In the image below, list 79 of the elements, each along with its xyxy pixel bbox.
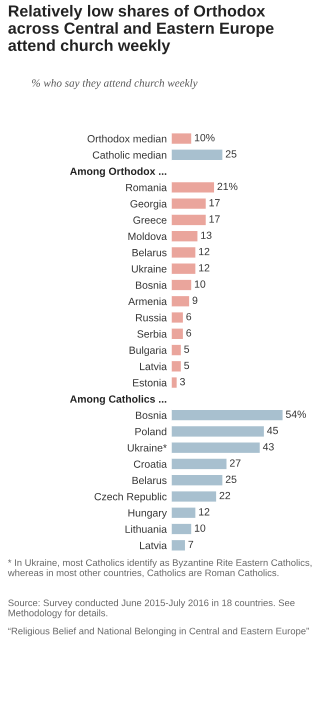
y-tick-label: Russia — [136, 314, 167, 322]
bar — [171, 424, 266, 438]
bar — [171, 457, 228, 470]
data-label: 3 — [180, 378, 185, 386]
y-tick-label: Orthodox median — [88, 134, 166, 142]
data-label: 6 — [186, 329, 192, 337]
data-label: 45 — [267, 426, 278, 434]
data-label: 5 — [184, 362, 190, 370]
text: “Religious Belief and National Belonging in Central and Eastern Europe” — [8, 627, 309, 636]
bar — [171, 474, 224, 487]
y-tick-label: Poland — [135, 428, 166, 436]
y-tick-label: Among Catholics ... — [70, 395, 166, 405]
y-tick-label: Czech Republic — [94, 492, 167, 502]
data-label: 12 — [199, 248, 210, 256]
y-tick-label: Latvia — [140, 542, 167, 550]
data-label: 17 — [209, 215, 220, 223]
data-label: 10 — [194, 280, 206, 288]
bar — [171, 246, 197, 259]
bar — [171, 294, 191, 308]
y-tick-label: Belarus — [132, 476, 167, 484]
bar — [171, 278, 193, 292]
bar — [171, 408, 284, 422]
data-label: 43 — [262, 443, 274, 450]
y-tick-label: Bulgaria — [130, 346, 167, 356]
y-tick-label: Armenia — [128, 297, 167, 306]
data-label: 22 — [220, 492, 230, 500]
bar — [171, 522, 193, 536]
data-label: 17 — [209, 199, 220, 206]
bar — [171, 180, 216, 194]
text: * In Ukraine, most Catholics identify as Byzantine Rite Eastern Catholics, whereas in most other countries, Catholics are Roman Catholics. — [8, 559, 312, 578]
data-label: 12 — [199, 508, 210, 516]
bar — [171, 490, 218, 504]
y-tick-label: Ukraine* — [128, 444, 167, 452]
bar — [171, 344, 182, 357]
bar — [171, 197, 208, 210]
y-tick-label: Georgia — [130, 200, 167, 210]
bar — [171, 441, 262, 454]
data-label: 10% — [194, 134, 215, 142]
bar — [171, 538, 186, 552]
chart-subtitle: % who say they attend church weekly — [32, 78, 198, 90]
data-label: 9 — [192, 296, 198, 304]
data-label: 13 — [201, 232, 212, 239]
y-tick-label: Belarus — [132, 248, 167, 256]
y-tick-label: Hungary — [128, 509, 167, 519]
bar — [171, 213, 208, 226]
bar — [171, 327, 184, 340]
data-label: 21% — [218, 182, 238, 190]
bar — [171, 376, 178, 390]
y-tick-label: Moldova — [128, 232, 167, 240]
y-tick-label: Greece — [133, 216, 167, 224]
data-label: 25 — [226, 476, 236, 484]
y-tick-label: Latvia — [140, 362, 167, 370]
y-tick-label: Romania — [126, 184, 167, 192]
bar — [171, 148, 224, 162]
source-note: Source: Survey conducted June 2015-July 2016 in 18 countries. See Methodology for details. — [8, 599, 295, 618]
y-tick-label: Estonia — [133, 378, 167, 386]
y-tick-label: Croatia — [134, 460, 167, 468]
bar — [171, 506, 197, 520]
data-label: 10 — [194, 524, 206, 532]
data-label: 54% — [286, 410, 306, 418]
data-label: 27 — [230, 459, 241, 467]
y-tick-label: Lithuania — [126, 525, 167, 533]
y-tick-label: Serbia — [137, 330, 167, 338]
y-tick-label: Among Orthodox ... — [70, 167, 166, 178]
y-tick-label: Catholic median — [92, 151, 166, 159]
y-tick-label: Bosnia — [136, 281, 167, 289]
bar — [171, 310, 184, 324]
chart-title: Relatively low shares of Orthodox across Central and Eastern Europe attend church weekly — [8, 4, 274, 54]
bar — [171, 360, 182, 373]
y-tick-label: Ukraine — [132, 264, 166, 273]
bar — [171, 230, 199, 243]
data-label: 5 — [184, 346, 190, 353]
bar — [171, 132, 193, 146]
data-label: 25 — [226, 150, 236, 158]
data-label: 7 — [188, 540, 194, 548]
bar — [171, 262, 197, 276]
data-label: 6 — [186, 312, 192, 320]
y-tick-label: Bosnia — [136, 411, 167, 420]
data-label: 12 — [199, 264, 210, 272]
